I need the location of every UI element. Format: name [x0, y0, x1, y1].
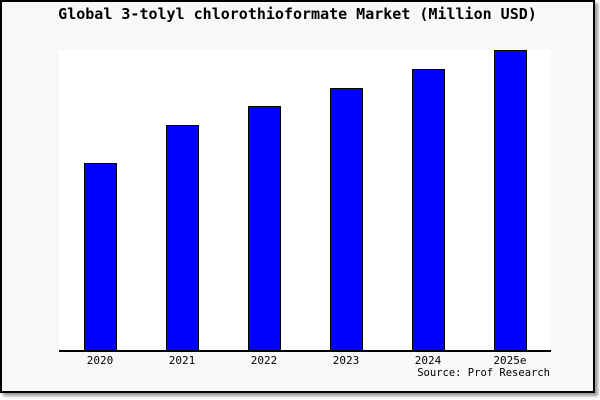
bar-2024	[411, 68, 445, 350]
x-axis-labels: 2020 2021 2022 2023 2024 2025e	[59, 354, 551, 369]
bar-2022	[247, 106, 281, 350]
bar-2021	[165, 125, 199, 350]
source-text: Source: Prof Research	[417, 367, 550, 379]
x-tick-label-2023: 2023	[332, 354, 360, 367]
bar-2023	[329, 87, 363, 350]
bar-2025e	[493, 50, 527, 350]
x-tick-label-2020: 2020	[86, 354, 114, 367]
x-tick-label-2025e: 2025e	[493, 354, 527, 367]
chart-title: Global 3-tolyl chlorothioformate Market …	[58, 5, 537, 23]
plot-area	[59, 50, 551, 352]
x-tick-label-2024: 2024	[414, 354, 442, 367]
bar-2020	[83, 162, 117, 350]
x-tick-label-2022: 2022	[250, 354, 278, 367]
x-tick-label-2021: 2021	[168, 354, 196, 367]
